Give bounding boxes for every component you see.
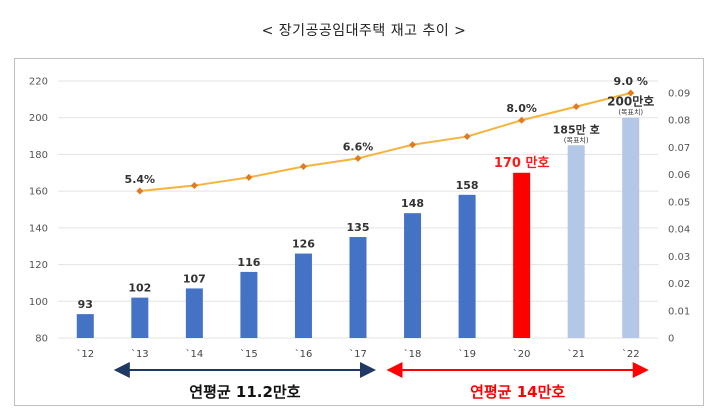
- bar: [131, 297, 149, 338]
- line-data-label: 6.6%: [343, 140, 374, 153]
- x-tick-label: `16: [295, 348, 313, 360]
- span-label: 연평균 14만호: [470, 383, 565, 401]
- line-marker: [354, 154, 362, 162]
- y-right-tick-label: 0.05: [668, 197, 690, 208]
- chart-frame: [14, 58, 704, 406]
- x-tick-label: `22: [622, 348, 640, 360]
- y-right-tick-label: 0.02: [668, 279, 690, 290]
- y-left-tick-label: 120: [29, 260, 48, 271]
- x-tick-label: `13: [131, 348, 149, 360]
- bar: [567, 145, 585, 338]
- bar: [513, 172, 531, 338]
- y-right-tick-label: 0.08: [668, 116, 690, 127]
- bar-data-label: 185만 호: [553, 122, 600, 136]
- y-left-tick-label: 220: [29, 77, 48, 88]
- line-marker: [190, 182, 198, 190]
- bar: [458, 194, 476, 338]
- y-right-tick-label: 0.09: [668, 89, 690, 100]
- y-left-tick-label: 80: [35, 334, 48, 345]
- chart-title: < 장기공공임대주택 재고 추이 >: [261, 23, 467, 39]
- x-tick-label: `15: [240, 348, 258, 360]
- bar: [240, 271, 258, 338]
- bar-sub-label: (목표치): [564, 135, 589, 144]
- y-right-tick-label: 0: [668, 334, 674, 345]
- line-marker: [463, 133, 471, 141]
- y-right-tick-label: 0.07: [668, 143, 690, 154]
- series-line: [139, 92, 631, 192]
- bar-data-label: 200만호: [607, 94, 654, 109]
- bar-data-label: 170 만호: [494, 155, 550, 171]
- x-tick-label: `14: [185, 348, 203, 360]
- x-tick-label: `21: [567, 348, 585, 360]
- line-marker: [299, 163, 307, 170]
- bar: [294, 253, 312, 338]
- y-right-tick-label: 0.01: [668, 306, 690, 317]
- bar-data-label: 158: [456, 179, 479, 192]
- line-marker: [518, 116, 526, 124]
- bar-data-label: 135: [347, 221, 370, 234]
- y-left-tick-label: 180: [29, 150, 48, 161]
- line-marker: [627, 89, 635, 97]
- y-left-tick-label: 100: [29, 297, 48, 308]
- bar-data-label: 116: [237, 256, 260, 269]
- x-tick-label: `20: [513, 348, 531, 360]
- line-data-label: 5.4%: [125, 173, 156, 186]
- y-right-tick-label: 0.03: [668, 252, 690, 263]
- line-marker: [245, 173, 253, 181]
- bar-data-label: 126: [292, 238, 315, 251]
- y-left-tick-label: 160: [29, 187, 48, 198]
- line-marker: [409, 141, 417, 149]
- y-left-tick-label: 140: [29, 223, 48, 234]
- span-label: 연평균 11.2만호: [189, 383, 300, 401]
- bar-sub-label: (목표치): [618, 108, 643, 117]
- bar: [349, 237, 367, 338]
- x-tick-label: `17: [349, 348, 367, 360]
- bar-data-label: 102: [128, 282, 151, 295]
- line-data-label: 9.0 %: [614, 75, 648, 88]
- bar-data-label: 107: [183, 272, 206, 285]
- bar: [76, 314, 94, 338]
- x-tick-label: `12: [76, 348, 94, 360]
- y-left-tick-label: 200: [29, 113, 48, 124]
- line-data-label: 8.0%: [506, 102, 537, 115]
- x-tick-label: `18: [404, 348, 422, 360]
- bar-data-label: 93: [78, 298, 93, 311]
- bar-data-label: 148: [401, 197, 424, 210]
- y-right-tick-label: 0.04: [668, 225, 690, 236]
- line-marker: [572, 103, 580, 111]
- x-tick-label: `19: [458, 348, 476, 360]
- y-right-tick-label: 0.06: [668, 170, 690, 181]
- line-marker: [136, 187, 144, 195]
- bar: [404, 213, 422, 338]
- bar: [622, 117, 640, 338]
- bar: [185, 288, 203, 338]
